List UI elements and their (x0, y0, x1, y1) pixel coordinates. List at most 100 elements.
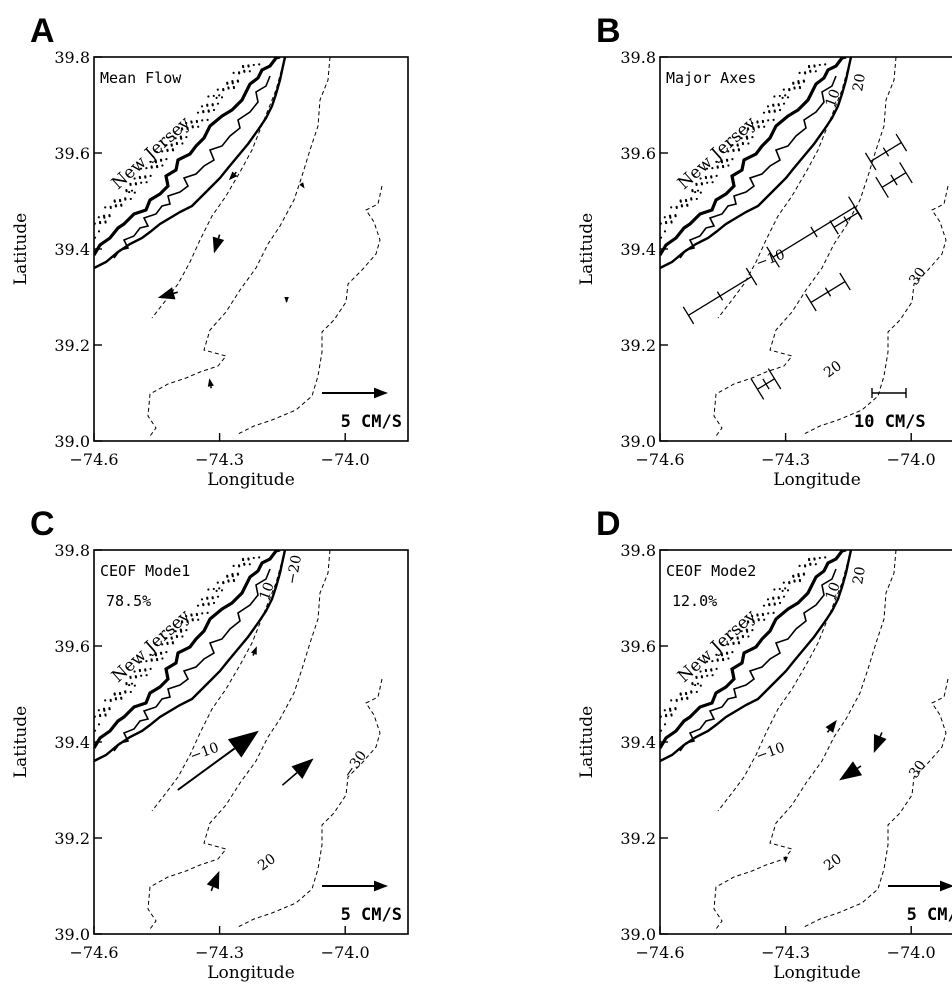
panel-title: CEOF Mode2 (666, 562, 756, 580)
current-vector (284, 297, 289, 304)
x-tick-label: −74.3 (195, 943, 244, 962)
y-axis-label: Latitude (577, 706, 597, 778)
y-tick-label: 39.0 (620, 432, 656, 451)
y-tick-label: 39.8 (54, 541, 90, 560)
coastline (660, 57, 853, 270)
y-tick-label: 39.0 (620, 925, 656, 944)
current-vector (250, 646, 257, 656)
y-tick-label: 39.2 (620, 336, 656, 355)
x-tick-label: −74.3 (195, 450, 244, 469)
current-vector (157, 287, 178, 300)
scale-label: 5 CM/S (341, 905, 402, 925)
current-vector (783, 856, 788, 863)
panel-letter: B (596, 12, 621, 50)
map-area (94, 550, 383, 930)
y-axis-label: Latitude (577, 213, 597, 285)
axis-cross (864, 133, 908, 171)
x-tick-label: −74.0 (321, 450, 370, 469)
state-label: New Jersey (674, 113, 761, 194)
coastline (94, 57, 287, 270)
map-area (660, 550, 949, 930)
current-vector (177, 730, 259, 791)
contour-label: 20 (821, 851, 845, 874)
contour-label: 30 (906, 265, 929, 289)
principal-axes (682, 133, 913, 400)
coastline (94, 550, 287, 763)
y-tick-label: 39.6 (54, 637, 90, 656)
depth-contours (713, 550, 949, 930)
contour-label: 20 (821, 358, 845, 381)
x-axis-label: Longitude (207, 470, 295, 490)
contour-label: −30 (340, 748, 370, 781)
map-area (660, 57, 949, 437)
x-tick-label: −74.6 (635, 450, 684, 469)
panel-title: Major Axes (666, 69, 756, 87)
x-tick-label: −74.3 (761, 943, 810, 962)
y-tick-label: 39.6 (54, 144, 90, 163)
contour-label: −20 (284, 554, 305, 586)
x-axis-label: Longitude (773, 470, 861, 490)
panel-b-svg: B39.8 39.6 39.4 39.2 39.0−74.6 −74.3 −74.0 Lati… (577, 12, 952, 490)
panel-c: C 39.8 39.6 39.4 39.2 39.0 −74.6 −74.3 −74.0 Lati… (0, 493, 476, 987)
panel-b: B 39.8 39.6 39.4 39.2 39.0 −74.6 −74.3 −74.0 Lati… (566, 0, 952, 493)
x-tick-label: −74.6 (635, 943, 684, 962)
y-tick-label: 39.2 (620, 829, 656, 848)
state-label: New Jersey (108, 606, 195, 687)
panel-d: D 39.8 39.6 39.4 39.2 39.0 −74.6 −74.3 −74.0 Lati… (566, 493, 952, 987)
axis-cross (875, 162, 913, 198)
current-vector (212, 234, 225, 254)
state-label: New Jersey (108, 113, 195, 194)
y-tick-label: 39.8 (620, 541, 656, 560)
panel-subtitle: 12.0% (672, 592, 717, 610)
current-vector (299, 182, 305, 189)
panel-d-svg: D39.8 39.6 39.4 39.2 39.0−74.6 −74.3 −74.0 Lati… (577, 505, 952, 983)
y-tick-label: 39.2 (54, 829, 90, 848)
current-vector (825, 719, 837, 733)
panel-title: Mean Flow (100, 69, 182, 87)
y-axis-label: Latitude (11, 706, 31, 778)
y-tick-label: 39.2 (54, 336, 90, 355)
current-vector (839, 761, 863, 781)
x-tick-label: −74.3 (761, 450, 810, 469)
panel-c-svg: C39.8 39.6 39.4 39.2 39.0−74.6 −74.3 −74.0 Lati… (11, 505, 409, 983)
contour-label: 20 (255, 851, 279, 874)
depth-contours (147, 57, 383, 437)
y-tick-label: 39.6 (620, 144, 656, 163)
state-label: New Jersey (674, 606, 761, 687)
x-axis-label: Longitude (773, 963, 861, 983)
x-tick-label: −74.6 (69, 450, 118, 469)
y-tick-label: 39.4 (54, 240, 90, 259)
y-axis-label: Latitude (11, 213, 31, 285)
land-stipple (94, 63, 261, 239)
scale-arrow (888, 880, 952, 892)
contour-label: −10 (754, 247, 787, 272)
contour-label: −10 (754, 740, 787, 765)
x-tick-label: −74.6 (69, 943, 118, 962)
y-tick-label: 39.4 (54, 733, 90, 752)
scale-label: 5 CM/S (341, 412, 402, 432)
y-tick-label: 39.0 (54, 432, 90, 451)
scale-arrow (322, 880, 388, 892)
contour-label: 10 (257, 580, 278, 602)
current-vector (206, 870, 220, 892)
contour-label: 20 (850, 565, 869, 585)
y-tick-label: 39.6 (620, 637, 656, 656)
axis-cross (750, 368, 782, 400)
coastline (660, 550, 853, 763)
land-stipple (660, 63, 827, 239)
contour-label: 30 (906, 758, 929, 782)
panel-a: A 39.8 39.6 39.4 39.2 39.0 −74.6 −74.3 −74.0 Lati… (0, 0, 476, 493)
current-vector (281, 758, 314, 786)
contour-label: 10 (823, 87, 844, 109)
plot-frame (659, 56, 952, 442)
current-vector (207, 378, 214, 389)
scale-bar (871, 388, 907, 398)
y-tick-label: 39.8 (54, 48, 90, 67)
plot-frame (93, 56, 409, 442)
land-stipple (660, 556, 827, 732)
x-tick-label: −74.0 (887, 450, 936, 469)
panel-letter: A (30, 12, 55, 50)
contour-label: 10 (823, 580, 844, 602)
land-stipple (94, 556, 261, 732)
axis-cross (805, 272, 851, 312)
